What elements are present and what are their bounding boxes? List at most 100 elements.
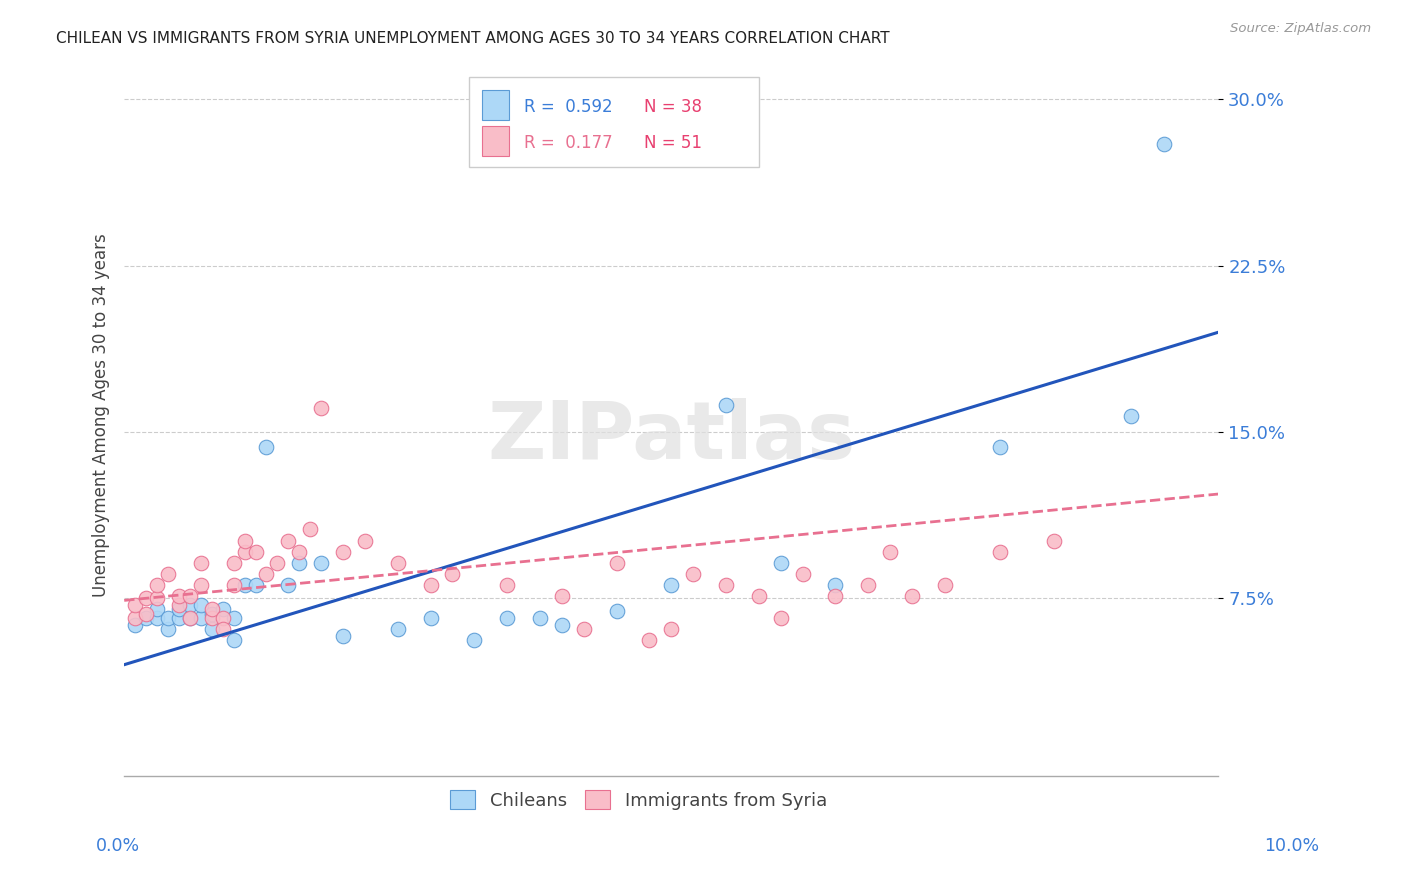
Point [190, 578, 212, 592]
Text: R =  0.177: R = 0.177 [523, 134, 612, 152]
Point [638, 633, 661, 648]
Legend: Chileans, Immigrants from Syria: Chileans, Immigrants from Syria [443, 783, 834, 817]
Point [309, 401, 332, 415]
Point [190, 611, 212, 625]
Point [146, 578, 169, 592]
Point [299, 523, 322, 537]
Point [156, 611, 179, 625]
Point [463, 633, 485, 648]
Point [682, 566, 704, 581]
Text: N = 38: N = 38 [644, 98, 702, 116]
Text: ZIPatlas: ZIPatlas [488, 398, 855, 476]
Point [419, 578, 441, 592]
Point [156, 566, 179, 581]
Point [146, 611, 169, 625]
Point [387, 622, 409, 636]
Point [529, 611, 551, 625]
Point [167, 589, 190, 603]
Point [233, 578, 256, 592]
Point [233, 533, 256, 548]
Point [266, 556, 288, 570]
Point [879, 544, 901, 558]
Point [146, 602, 169, 616]
Point [211, 602, 233, 616]
Point [190, 556, 212, 570]
Point [146, 591, 169, 606]
Point [551, 617, 574, 632]
Point [387, 556, 409, 570]
Point [179, 611, 201, 625]
Point [245, 578, 267, 592]
Point [201, 611, 224, 625]
Point [124, 617, 146, 632]
Point [135, 591, 157, 606]
Point [211, 622, 233, 636]
Point [748, 589, 770, 603]
Point [606, 556, 628, 570]
Point [496, 578, 519, 592]
Point [606, 605, 628, 619]
Point [792, 566, 814, 581]
Bar [482, 126, 509, 156]
Point [167, 602, 190, 616]
Point [332, 629, 354, 643]
Point [211, 611, 233, 625]
Point [222, 633, 245, 648]
Point [824, 578, 846, 592]
Point [659, 622, 682, 636]
Point [309, 556, 332, 570]
Text: CHILEAN VS IMMIGRANTS FROM SYRIA UNEMPLOYMENT AMONG AGES 30 TO 34 YEARS CORRELAT: CHILEAN VS IMMIGRANTS FROM SYRIA UNEMPLO… [56, 31, 890, 46]
Point [714, 578, 737, 592]
Point [222, 556, 245, 570]
Point [124, 598, 146, 612]
Point [222, 578, 245, 592]
Point [332, 544, 354, 558]
Point [714, 398, 737, 412]
Point [179, 598, 201, 612]
Point [824, 589, 846, 603]
Bar [482, 90, 509, 120]
Point [156, 622, 179, 636]
Point [179, 589, 201, 603]
Point [288, 544, 311, 558]
Point [201, 602, 224, 616]
Point [222, 611, 245, 625]
Point [1119, 409, 1142, 424]
Point [124, 611, 146, 625]
Text: 0.0%: 0.0% [96, 837, 139, 855]
Point [167, 611, 190, 625]
Y-axis label: Unemployment Among Ages 30 to 34 years: Unemployment Among Ages 30 to 34 years [93, 234, 110, 598]
Text: R =  0.592: R = 0.592 [523, 98, 612, 116]
Point [1153, 136, 1175, 151]
Point [901, 589, 924, 603]
Point [769, 611, 792, 625]
Text: 10.0%: 10.0% [1264, 837, 1319, 855]
Point [769, 556, 792, 570]
Point [419, 611, 441, 625]
Point [551, 589, 574, 603]
Point [167, 598, 190, 612]
Point [441, 566, 464, 581]
Point [179, 611, 201, 625]
Point [288, 556, 311, 570]
Point [135, 611, 157, 625]
Text: N = 51: N = 51 [644, 134, 702, 152]
Point [354, 533, 377, 548]
Point [256, 441, 278, 455]
Point [934, 578, 956, 592]
FancyBboxPatch shape [470, 77, 759, 167]
Point [256, 566, 278, 581]
Point [988, 544, 1011, 558]
Point [201, 607, 224, 621]
Point [1043, 533, 1066, 548]
Point [659, 578, 682, 592]
Point [988, 441, 1011, 455]
Point [201, 622, 224, 636]
Point [496, 611, 519, 625]
Point [190, 598, 212, 612]
Point [277, 578, 299, 592]
Point [135, 607, 157, 621]
Point [277, 533, 299, 548]
Point [233, 544, 256, 558]
Point [572, 622, 595, 636]
